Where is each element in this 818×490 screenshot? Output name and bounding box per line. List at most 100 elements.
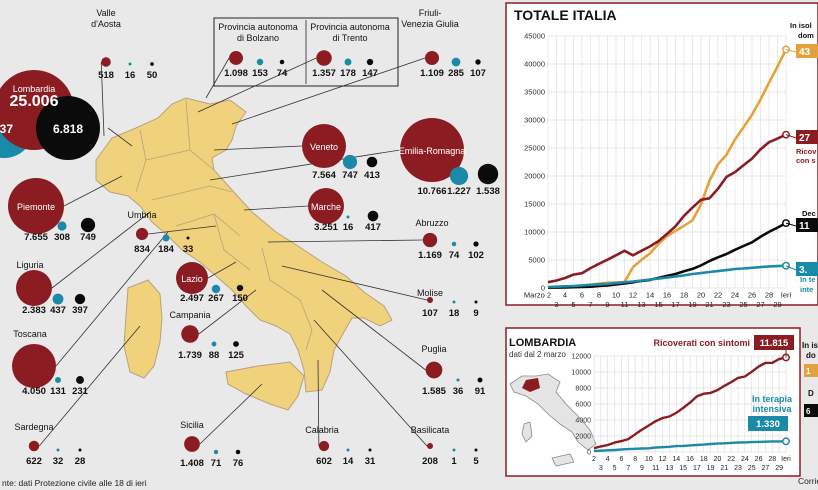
x-tick-label: 5 [571, 300, 575, 309]
region-black-value: 50 [147, 70, 158, 81]
lombardia-chart-subtitle: dati dal 2 marzo [509, 350, 566, 359]
region-red-circle [400, 118, 464, 182]
source-note: nte: dati Protezione civile alle 18 di i… [2, 478, 147, 488]
x-tick-label: 7 [626, 465, 630, 472]
region-name: Abruzzo [415, 218, 448, 228]
italy-mainland-shape [95, 97, 393, 393]
region-teal-circle [451, 57, 461, 67]
region-black-circle [475, 59, 481, 65]
x-tick-label: 18 [700, 456, 708, 463]
region-red-circle [316, 50, 332, 66]
legend-label: Dec [802, 209, 816, 218]
x-tick-label: 18 [680, 291, 688, 300]
y-tick-label: 15000 [524, 200, 545, 209]
x-tick-label: 10 [645, 456, 653, 463]
lombardia-y-axis: 0 2000 4000 6000 8000 10000 12000 [572, 354, 592, 457]
region-black-value: 147 [362, 68, 378, 79]
region-black-value: 5 [473, 456, 479, 467]
region-name: Lombardia [13, 84, 56, 94]
x-tick-label: 22 [714, 291, 722, 300]
x-tick-label: 11 [652, 465, 659, 472]
italia-grid [547, 35, 787, 289]
chart-lombardia: LOMBARDIA dati dal 2 marzo 0 2000 4000 6000… [505, 327, 801, 477]
x-tick-label: 21 [720, 465, 728, 472]
region-teal-value: 308 [54, 232, 70, 243]
lombardia-side-labels: In isodo 1 D 6 [802, 341, 818, 417]
italia-x-axis: Marzo 2 4 6 8 10 12 14 16 18 20 22 24 26 28 Ieri 3 5 7 9 11… [524, 291, 792, 310]
region-black-circle [233, 341, 239, 347]
region-teal-circle [452, 448, 456, 452]
x-tick-label: 14 [646, 291, 654, 300]
region-teal-value: 16 [125, 70, 136, 81]
x-tick-label: 8 [597, 291, 601, 300]
italia-chart-frame [505, 2, 818, 306]
region-teal-value: 131 [50, 386, 67, 397]
series-callout-line [785, 49, 797, 53]
x-tick-label: 19 [707, 465, 715, 472]
region-teal-value: 184 [158, 244, 175, 255]
x-tick-label: 16 [686, 456, 694, 463]
region-red-circle [229, 51, 243, 65]
region-black-circle [474, 300, 478, 304]
y-tick-label: 40000 [524, 60, 545, 69]
region-teal-value: 285 [448, 68, 465, 79]
series-value-box [748, 416, 788, 431]
region-black-value: 28 [75, 456, 86, 467]
series-value-label: 27 [799, 133, 811, 144]
series-end-point [782, 261, 790, 270]
region-teal-value: 437 [50, 305, 66, 316]
region-borders [135, 99, 313, 351]
region-name: Emilia-Romagna [399, 146, 466, 156]
region-teal-value: 14 [343, 456, 354, 467]
region-black-value: 397 [72, 305, 88, 316]
region-red-circle [427, 297, 433, 303]
x-tick-label: 23 [734, 465, 742, 472]
x-tick-label: 15 [654, 300, 662, 309]
x-tick-label: 15 [679, 465, 687, 472]
region-red-circle [16, 270, 52, 306]
x-tick-label: 17 [671, 300, 679, 309]
legend-label: In isol [790, 21, 812, 30]
x-tick-label: 28 [765, 291, 773, 300]
series-line-ricoverati-con-sintomi [547, 133, 787, 284]
leader-lines [38, 57, 428, 447]
region-black-value: 76 [233, 458, 244, 469]
region-name: Piemonte [17, 202, 55, 212]
x-tick-label: 16 [663, 291, 671, 300]
region-name: Marche [311, 202, 341, 212]
region-black-circle [474, 448, 478, 452]
region-teal-circle [56, 448, 60, 452]
region-teal-value: 32 [53, 456, 64, 467]
region-sardegna: Sardegna 622 32 28 [14, 422, 85, 467]
region-teal-value: 16 [343, 222, 354, 233]
leader-line [209, 149, 401, 181]
x-tick-label: 20 [697, 291, 705, 300]
region-teal-circle [128, 62, 132, 66]
y-tick-label: 10000 [572, 370, 592, 377]
region-teal-circle [256, 58, 264, 66]
region-red-circle [12, 344, 56, 388]
leader-line [198, 289, 257, 335]
region-marche: Marche 3.251 16 417 [308, 188, 381, 233]
x-tick-label: 17 [693, 465, 701, 472]
region-teal-value: 88 [209, 350, 220, 361]
side-label-box [804, 404, 818, 417]
leader-line [197, 57, 317, 113]
x-tick-label: 12 [659, 456, 667, 463]
provinces-box [213, 17, 399, 87]
region-lazio: Lazio 2.497 267 150 [176, 262, 248, 304]
region-black-circle [477, 163, 499, 185]
region-name: Puglia [421, 344, 446, 354]
region-red-circle [425, 51, 439, 65]
side-label-box [804, 364, 818, 377]
region-teal-circle [55, 377, 61, 383]
region-emilia-romagna: Emilia-Romagna 10.766 1.227 1.538 [399, 118, 500, 197]
region-molise: Molise 107 18 9 [417, 288, 479, 319]
region-red-circle [181, 325, 199, 343]
region-black-circle [368, 448, 372, 452]
leader-line [51, 211, 151, 289]
lombardia-locator-highlight [522, 378, 540, 392]
leader-line [281, 265, 428, 301]
